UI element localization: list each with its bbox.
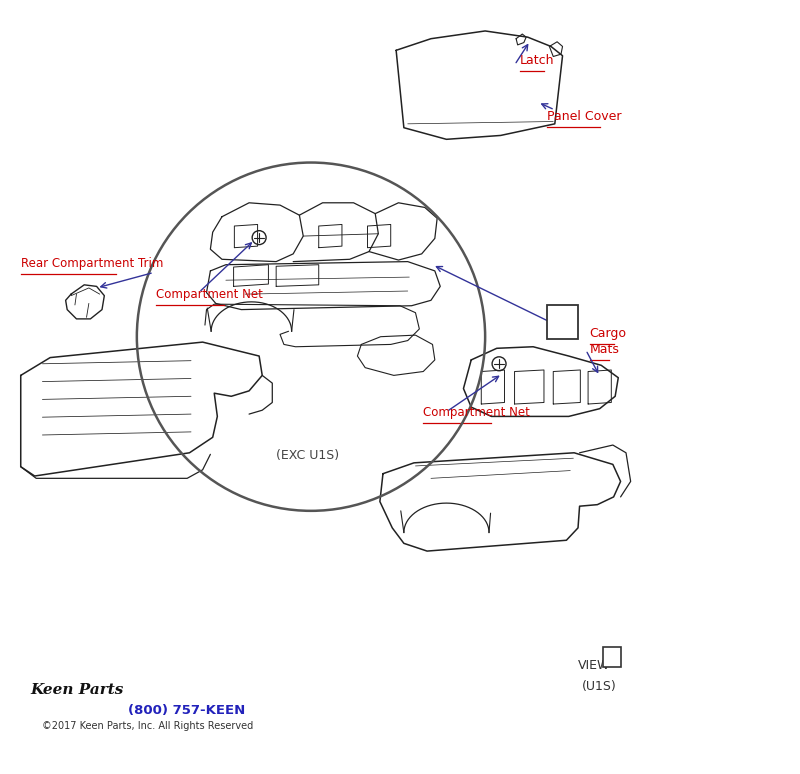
Text: Mats: Mats <box>590 343 619 356</box>
FancyBboxPatch shape <box>547 305 578 339</box>
Text: VIEW: VIEW <box>578 659 610 673</box>
Text: Cargo: Cargo <box>590 327 626 340</box>
FancyBboxPatch shape <box>602 647 622 667</box>
Text: Rear Compartment Trim: Rear Compartment Trim <box>21 257 163 270</box>
Text: (EXC U1S): (EXC U1S) <box>276 449 339 462</box>
Text: Keen Parts: Keen Parts <box>30 683 123 697</box>
Text: (U1S): (U1S) <box>582 680 617 693</box>
Text: Latch: Latch <box>520 54 554 67</box>
Text: ©2017 Keen Parts, Inc. All Rights Reserved: ©2017 Keen Parts, Inc. All Rights Reserv… <box>42 721 254 731</box>
Text: (800) 757-KEEN: (800) 757-KEEN <box>127 704 245 717</box>
Text: Compartment Net: Compartment Net <box>423 406 530 420</box>
Text: A: A <box>557 314 569 330</box>
Text: Panel Cover: Panel Cover <box>547 110 622 123</box>
Text: Compartment Net: Compartment Net <box>156 288 263 301</box>
Text: A: A <box>608 652 616 662</box>
